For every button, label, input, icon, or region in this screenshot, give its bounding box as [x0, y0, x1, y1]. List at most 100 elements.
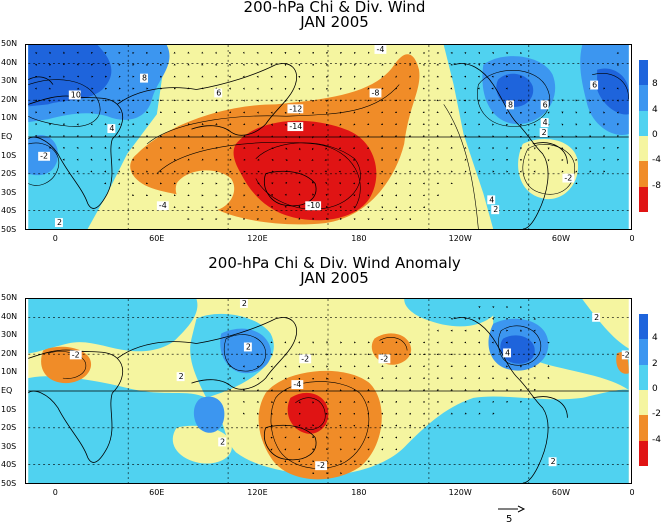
wind-vector: [353, 365, 356, 368]
lon-label: 60E: [149, 234, 165, 243]
wind-vector: [325, 424, 328, 427]
bottom-contours: [47, 325, 541, 469]
wind-vector: [339, 389, 342, 392]
colorbar-swatch: [639, 186, 648, 212]
top-title: 200-hPa Chi & Div. Wind: [243, 0, 426, 16]
wind-vector: [491, 365, 495, 368]
colorbar-swatch: [639, 161, 648, 187]
wind-vector: [256, 377, 259, 380]
colorbar-label: -4: [652, 434, 661, 445]
lon-label: 180: [351, 234, 367, 243]
wind-vector: [242, 87, 245, 90]
wind-vector: [256, 365, 259, 368]
lat-label: 20S: [1, 423, 17, 433]
wind-vector: [256, 218, 259, 221]
lat-label: 50S: [1, 225, 17, 234]
wind-vector: [243, 111, 246, 114]
bottom-field-neg-4: [287, 392, 329, 434]
colorbar-label: -2: [652, 409, 661, 420]
reference-vector-arrow: [498, 505, 526, 513]
colorbar-label: -8: [652, 180, 661, 191]
wind-vector: [270, 194, 274, 197]
bottom-wind-vectors: [228, 305, 550, 475]
wind-vector: [464, 123, 467, 126]
wind-vector: [339, 217, 342, 221]
wind-vector: [284, 135, 287, 139]
bottom-label: -4: [293, 380, 301, 389]
wind-vector: [284, 193, 287, 196]
top-label: 4: [489, 195, 494, 204]
wind-vector: [256, 111, 259, 114]
colorbar-swatch: [639, 364, 648, 390]
lon-label: 120E: [247, 488, 268, 497]
wind-vector: [492, 123, 495, 126]
wind-vector: [257, 146, 260, 149]
bottom-field-pos-0-2-north: [28, 299, 198, 354]
wind-vector: [312, 135, 314, 139]
top-label: 8: [508, 100, 513, 109]
top-label: -2: [40, 152, 48, 161]
wind-vector: [506, 111, 508, 115]
top-contour-labels: 10 8 6 4 2 -4 -8 -10 -12 -14 -2 8 6 4 2 …: [38, 45, 599, 227]
top-label: 6: [592, 81, 597, 90]
top-grid: [28, 45, 629, 229]
wind-vector: [49, 99, 52, 102]
bottom-label: -2: [72, 350, 80, 359]
colorbar-swatch: [639, 314, 648, 340]
bottom-label: 2: [594, 313, 599, 322]
wind-vector: [492, 135, 495, 138]
lat-label: 30N: [1, 330, 18, 340]
wind-vector: [353, 206, 356, 209]
top-label: 6: [543, 100, 548, 109]
bottom-label: 2: [242, 299, 247, 308]
wind-vector: [270, 365, 273, 368]
wind-vector: [326, 111, 328, 115]
lon-label: 60W: [551, 234, 571, 243]
wind-vector: [284, 123, 287, 127]
wind-vector: [353, 87, 356, 90]
reference-vector-label: 5: [506, 514, 513, 525]
lon-label: 0: [629, 234, 635, 243]
wind-vector: [325, 389, 328, 392]
wind-vector: [464, 134, 467, 137]
wind-vector: [270, 400, 274, 403]
bottom-colorbar: [639, 314, 648, 466]
colorbar-swatch: [639, 136, 648, 162]
wind-vector: [353, 377, 356, 380]
wind-vector: [353, 99, 356, 102]
bottom-map: 2 -2 2 2 2 -2 -2 -4 -2 -2 2 4 2: [25, 298, 632, 484]
top-label: 6: [216, 88, 221, 97]
lat-label: 30S: [1, 441, 17, 451]
colorbar-label: 2: [652, 358, 658, 369]
wind-vector: [284, 436, 287, 439]
wind-vector: [492, 388, 495, 391]
wind-vector: [338, 147, 342, 149]
wind-vector: [76, 99, 79, 102]
lat-label: 40N: [1, 57, 18, 67]
wind-vector: [90, 134, 93, 138]
wind-vector: [464, 111, 467, 114]
wind-vector: [256, 206, 260, 209]
wind-vector: [325, 147, 328, 150]
wind-vector: [256, 99, 259, 102]
lon-label: 60W: [551, 488, 571, 497]
colorbar-label: 0: [652, 130, 658, 140]
wind-vector: [49, 63, 52, 66]
wind-vector: [339, 111, 342, 114]
wind-vector: [464, 146, 467, 149]
top-map: 10 8 6 4 2 -4 -8 -10 -12 -14 -2 8 6 4 2 …: [25, 44, 632, 230]
top-label: -4: [159, 201, 167, 210]
wind-vector: [104, 111, 107, 114]
bottom-contour-labels: 2 -2 2 2 2 -2 -2 -4 -2 -2 2 4 2: [69, 299, 630, 470]
lat-label: 10N: [1, 113, 18, 123]
lon-label: 60E: [149, 488, 165, 497]
wind-vector: [270, 217, 273, 221]
wind-vector: [353, 111, 356, 114]
wind-vector: [270, 99, 273, 102]
wind-vector: [339, 194, 342, 197]
bottom-label: 2: [551, 457, 556, 466]
top-wind-vectors: [34, 51, 620, 221]
wind-vector: [284, 377, 287, 380]
colorbar-label: 4: [652, 104, 658, 115]
wind-vector: [271, 135, 274, 138]
